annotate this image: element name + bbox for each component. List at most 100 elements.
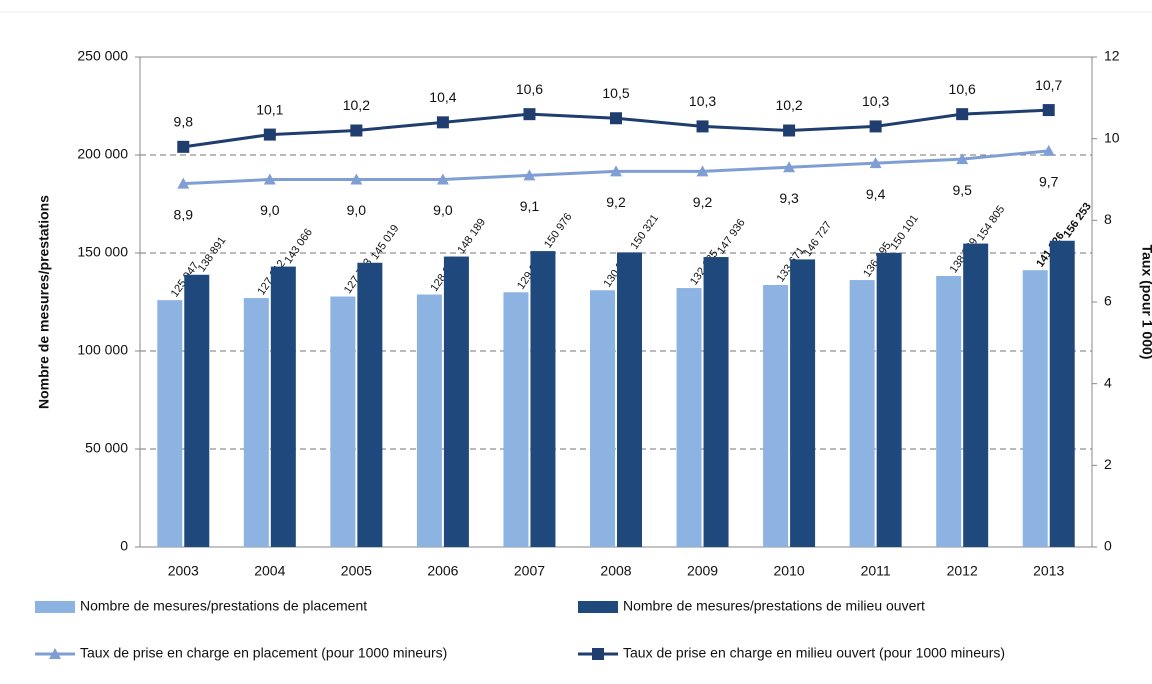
line-value-label: 9,3	[779, 190, 799, 206]
bar-value-label: 150 101	[888, 213, 921, 252]
y2-tick-label: 10	[1104, 129, 1120, 145]
x-tick-label: 2013	[1033, 563, 1064, 579]
bar	[676, 288, 702, 547]
y-tick-label: 200 000	[77, 146, 128, 162]
y2-tick-label: 2	[1104, 456, 1112, 472]
x-tick-label: 2006	[427, 563, 458, 579]
bar	[330, 296, 356, 547]
marker	[1042, 144, 1055, 156]
bar	[703, 257, 729, 547]
line-value-label: 10,5	[602, 85, 629, 101]
marker	[49, 648, 61, 659]
bar	[443, 256, 469, 547]
x-tick-label: 2008	[600, 563, 631, 579]
bar-value-label: 138 891	[196, 235, 229, 274]
legend-swatch	[578, 601, 618, 613]
line-value-label: 9,7	[1039, 174, 1059, 190]
x-tick-label: 2009	[687, 563, 718, 579]
bar-value-label: 143 066	[282, 227, 315, 266]
legend-label: Nombre de mesures/prestations de milieu …	[623, 598, 925, 614]
marker	[350, 173, 363, 185]
y-tick-label: 250 000	[77, 48, 128, 64]
y-tick-label: 150 000	[77, 244, 128, 260]
bar-value-label: 154 805	[975, 204, 1008, 243]
line-value-label: 10,3	[689, 93, 716, 109]
marker	[956, 153, 969, 165]
line-value-label: 10,6	[949, 81, 976, 97]
marker	[177, 140, 190, 153]
bar-value-label: 145 019	[369, 223, 402, 262]
marker	[436, 173, 449, 185]
x-tick-label: 2003	[168, 563, 199, 579]
marker	[592, 648, 604, 660]
line-value-label: 8,9	[174, 206, 194, 222]
bar	[357, 262, 383, 547]
x-tick-label: 2011	[861, 563, 891, 579]
line-value-label: 9,5	[952, 182, 972, 198]
legend-label: Nombre de mesures/prestations de placeme…	[80, 598, 367, 614]
line-value-label: 10,7	[1035, 77, 1062, 93]
y2-tick-label: 4	[1104, 374, 1112, 390]
y2-tick-label: 8	[1104, 211, 1112, 227]
y2-tick-label: 6	[1104, 293, 1112, 309]
bar	[590, 290, 615, 547]
marker	[523, 169, 536, 181]
line-value-label: 9,8	[174, 114, 194, 130]
marker	[263, 173, 276, 185]
marker	[696, 120, 709, 133]
y-tick-label: 50 000	[85, 440, 128, 456]
x-tick-label: 2010	[774, 563, 805, 579]
y-tick-label: 0	[120, 538, 128, 554]
marker	[696, 165, 709, 177]
bar	[530, 251, 556, 547]
marker	[869, 157, 882, 169]
marker	[177, 177, 190, 189]
y-axis-label: Nombre de mesures/prestations	[36, 195, 52, 409]
x-tick-label: 2012	[947, 563, 978, 579]
bar	[936, 275, 962, 547]
line-value-label: 9,0	[433, 202, 453, 218]
marker	[783, 124, 796, 137]
marker	[523, 108, 536, 121]
line-value-label: 10,6	[516, 81, 543, 97]
bar	[1049, 240, 1075, 547]
line-value-label: 9,0	[260, 202, 280, 218]
bar	[503, 292, 529, 547]
bar	[270, 266, 296, 547]
bar-value-label: 148 189	[455, 216, 488, 255]
marker	[350, 124, 363, 137]
legend-swatch	[35, 601, 75, 613]
line-value-label: 9,4	[866, 186, 886, 202]
line-value-label: 9,2	[693, 194, 713, 210]
legend-label: Taux de prise en charge en milieu ouvert…	[623, 645, 1005, 661]
bar	[416, 294, 442, 547]
bar-value-label: 147 936	[715, 217, 748, 256]
bar	[763, 285, 789, 547]
bar-value-label: 150 321	[629, 212, 662, 251]
marker	[436, 116, 449, 129]
bar	[963, 243, 989, 547]
marker	[783, 161, 796, 173]
y2-tick-label: 0	[1104, 538, 1112, 554]
line-value-label: 10,3	[862, 93, 889, 109]
line-value-label: 10,1	[256, 101, 283, 117]
marker	[956, 108, 969, 121]
line-value-label: 10,4	[429, 89, 456, 105]
bar	[1022, 270, 1048, 547]
marker	[263, 128, 276, 141]
line-value-label: 9,1	[520, 198, 540, 214]
line-value-label: 10,2	[343, 97, 370, 113]
bar	[617, 252, 642, 547]
marker	[610, 165, 622, 177]
x-tick-label: 2005	[341, 563, 372, 579]
legend-label: Taux de prise en charge en placement (po…	[80, 645, 447, 661]
bar	[243, 298, 269, 547]
y2-axis-label: Taux (pour 1 000)	[1139, 245, 1152, 360]
line-value-label: 9,2	[606, 194, 626, 210]
bar-value-label: 156 253	[1061, 201, 1094, 240]
bar	[849, 280, 875, 547]
bar	[184, 274, 210, 547]
y2-tick-label: 12	[1104, 48, 1120, 64]
